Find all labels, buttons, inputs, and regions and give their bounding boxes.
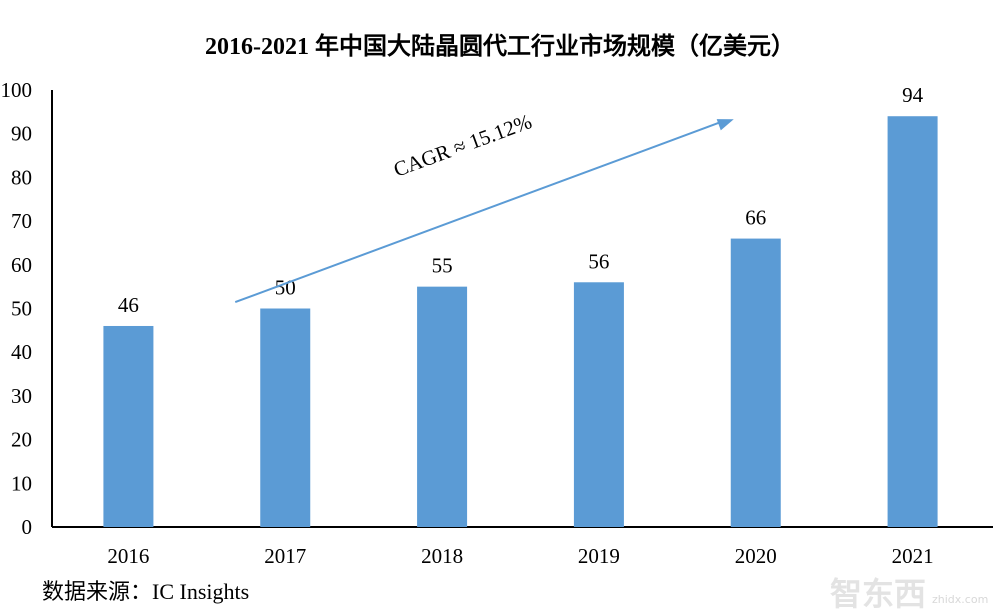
source-note: 数据来源：IC Insights <box>42 579 250 604</box>
x-tick-label: 2019 <box>578 544 620 568</box>
y-tick-label: 40 <box>11 340 32 364</box>
cagr-arrow-line <box>234 120 723 304</box>
x-tick-label: 2016 <box>107 544 149 568</box>
x-tick-label: 2018 <box>421 544 463 568</box>
bar-2017 <box>260 308 311 527</box>
y-tick-label: 70 <box>11 209 32 233</box>
y-tick-label: 80 <box>11 165 32 189</box>
y-tick-label: 60 <box>11 253 32 277</box>
data-label: 50 <box>275 276 296 300</box>
data-label: 46 <box>118 293 139 317</box>
y-tick-label: 30 <box>11 384 32 408</box>
x-tick-label: 2021 <box>892 544 934 568</box>
y-tick-label: 20 <box>11 428 32 452</box>
y-tick-label: 0 <box>22 515 33 539</box>
data-label: 55 <box>432 254 453 278</box>
y-tick-label: 90 <box>11 122 32 146</box>
y-tick-label: 100 <box>1 78 33 102</box>
arrow-head-icon <box>716 119 734 131</box>
chart-title: 2016-2021 年中国大陆晶圆代工行业市场规模（亿美元） <box>205 34 795 60</box>
data-label: 66 <box>745 206 766 230</box>
data-label: 56 <box>588 249 609 273</box>
y-tick-label: 10 <box>11 471 32 495</box>
bar-2020 <box>730 238 781 527</box>
bar-2018 <box>417 286 468 527</box>
watermark-logo: 智东西 <box>830 575 926 609</box>
watermark-url: zhidx.com <box>932 593 988 606</box>
bar-2019 <box>573 282 624 527</box>
data-label: 94 <box>902 83 924 107</box>
cagr-annotation: CAGR ≈ 15.12% <box>390 109 535 182</box>
bar-2021 <box>887 116 938 527</box>
y-tick-label: 50 <box>11 297 32 321</box>
bar-2016 <box>103 325 154 527</box>
x-tick-label: 2020 <box>735 544 777 568</box>
x-tick-label: 2017 <box>264 544 306 568</box>
